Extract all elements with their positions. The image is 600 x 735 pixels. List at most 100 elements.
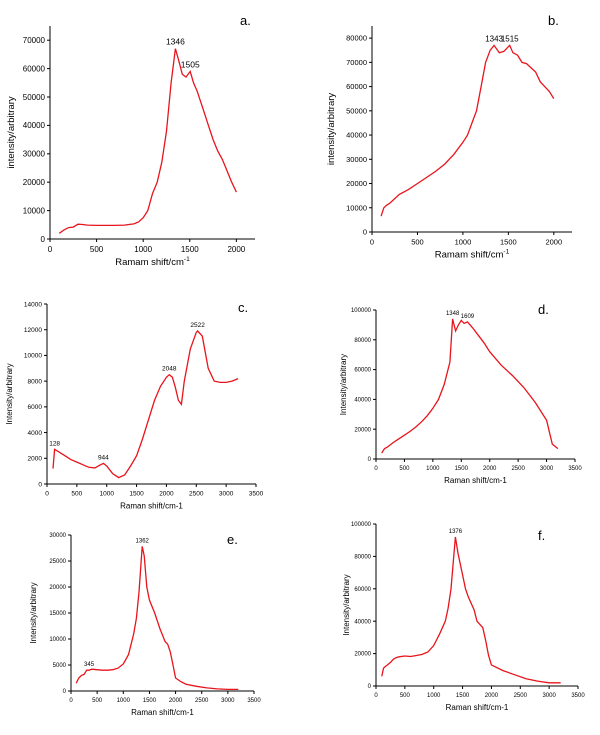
y-tick-label: 14000 (24, 301, 42, 308)
panel-e: 0 500 1000 1500 2000 2500 3000 3500 0 5000 10000 15… (29, 532, 261, 717)
y-tick-label: 60000 (346, 82, 367, 91)
x-axis-label: Raman shift/cm-1 (131, 708, 194, 717)
x-tick-label: 500 (71, 491, 82, 498)
y-tick-label: 60000 (354, 587, 371, 593)
x-tick-label: 1500 (129, 491, 144, 498)
y-axis-label: intensity/arbitrary (6, 96, 17, 169)
x-tick-label: 1000 (134, 245, 152, 254)
peak-label: 1346 (166, 37, 185, 47)
panel-label: b. (548, 13, 559, 28)
peak-label: 1348 (446, 311, 460, 317)
y-tick-label: 10000 (24, 353, 42, 360)
x-tick-label: 1000 (455, 238, 472, 247)
peak-label: 1343 (485, 34, 503, 43)
peak-label: 2522 (190, 322, 205, 329)
x-tick-label: 0 (370, 238, 374, 247)
x-tick-label: 0 (69, 698, 73, 704)
x-tick-label: 3500 (571, 693, 585, 699)
y-tick-label: 20000 (23, 178, 46, 187)
x-tick-label: 500 (411, 238, 424, 247)
y-tick-label: 70000 (346, 58, 367, 67)
spectrum-series-line (380, 44, 555, 217)
x-tick-label: 3000 (540, 466, 554, 472)
peak-label: 1376 (449, 529, 463, 535)
spectrum-series-line (52, 330, 239, 479)
y-tick-label: 8000 (28, 378, 43, 385)
y-tick-label: 30000 (49, 533, 66, 539)
y-tick-label: 60000 (23, 64, 46, 73)
y-tick-label: 0 (38, 481, 42, 488)
peak-label: 128 (49, 440, 60, 447)
y-tick-label: 100000 (351, 522, 372, 528)
y-tick-label: 30000 (23, 150, 46, 159)
x-tick-label: 3500 (568, 466, 582, 472)
y-tick-label: 12000 (24, 327, 42, 334)
panel-d: 0 500 1000 1500 2000 2500 3000 3500 0 20000 40000 6… (339, 302, 582, 485)
peak-label: 1505 (181, 59, 200, 69)
y-tick-label: 30000 (346, 155, 367, 164)
x-axis-label: Raman shift/cm-1 (120, 502, 183, 511)
y-tick-label: 40000 (23, 121, 46, 130)
x-axis-label-superscript: -1 (184, 256, 190, 263)
x-tick-label: 1000 (427, 693, 441, 699)
x-tick-label: 2500 (195, 698, 209, 704)
y-tick-label: 40000 (346, 131, 367, 140)
y-tick-label: 50000 (346, 106, 367, 115)
y-tick-label: 0 (63, 689, 67, 695)
y-tick-label: 50000 (23, 93, 46, 102)
x-axis-label: Ramam shift/cm-1 (115, 256, 190, 268)
x-tick-label: 3000 (542, 693, 556, 699)
spectrum-series-line (75, 546, 239, 691)
x-tick-label: 1000 (426, 466, 440, 472)
spectrum-series-line (381, 536, 561, 684)
y-tick-label: 20000 (354, 652, 371, 658)
x-tick-label: 1000 (117, 698, 131, 704)
y-tick-label: 40000 (354, 619, 371, 625)
x-tick-label: 500 (399, 466, 410, 472)
x-tick-label: 500 (400, 693, 411, 699)
y-axis-label: Intensity/arbitrary (29, 582, 38, 643)
y-axis-label: Intensity/arbitrary (5, 363, 14, 424)
x-tick-label: 2000 (485, 693, 499, 699)
peak-label: 944 (98, 454, 109, 461)
panel-c: 0 500 1000 1500 2000 2500 3000 3500 0 2000 4000 600… (5, 300, 264, 511)
peak-label: 1362 (136, 538, 150, 544)
y-tick-label: 0 (368, 684, 372, 690)
y-tick-label: 10000 (23, 206, 46, 215)
y-tick-label: 0 (368, 457, 372, 463)
x-tick-label: 1500 (455, 466, 469, 472)
peak-label: 1609 (461, 314, 475, 320)
x-tick-label: 2500 (511, 466, 525, 472)
y-tick-label: 60000 (354, 368, 371, 374)
y-tick-label: 80000 (346, 34, 367, 43)
x-tick-label: 2000 (545, 238, 562, 247)
x-tick-label: 3000 (221, 698, 235, 704)
y-tick-label: 15000 (49, 611, 66, 617)
x-tick-label: 1000 (99, 491, 114, 498)
panel-label: f. (538, 528, 545, 543)
y-axis-label: Intensity/arbitrary (339, 354, 348, 415)
panel-label: d. (538, 302, 549, 317)
x-tick-label: 0 (374, 693, 378, 699)
x-tick-label: 2000 (169, 698, 183, 704)
panel-label: a. (240, 13, 251, 28)
y-tick-label: 4000 (28, 430, 43, 437)
y-tick-label: 0 (363, 228, 367, 237)
x-tick-label: 0 (45, 491, 49, 498)
y-tick-label: 40000 (354, 398, 371, 404)
panel-b: 0 500 1000 1500 2000010000200003000040000500… (326, 13, 572, 261)
y-tick-label: 100000 (351, 308, 372, 314)
x-axis-label: Raman shift/cm-1 (446, 703, 509, 712)
spectrum-series-line (381, 318, 559, 454)
x-tick-label: 500 (90, 245, 104, 254)
panel-a: 0 500 1000 1500 2000010000200003000040000500… (6, 13, 255, 268)
panel-label: c. (238, 300, 248, 315)
spectrum-series-line (58, 48, 237, 234)
x-tick-label: 2500 (189, 491, 204, 498)
x-tick-label: 0 (48, 245, 53, 254)
y-axis-label: intensity/arbitrary (326, 93, 337, 166)
peak-label: 1515 (501, 34, 519, 43)
y-tick-label: 80000 (354, 555, 371, 561)
x-tick-label: 2000 (159, 491, 174, 498)
y-tick-label: 20000 (346, 179, 367, 188)
